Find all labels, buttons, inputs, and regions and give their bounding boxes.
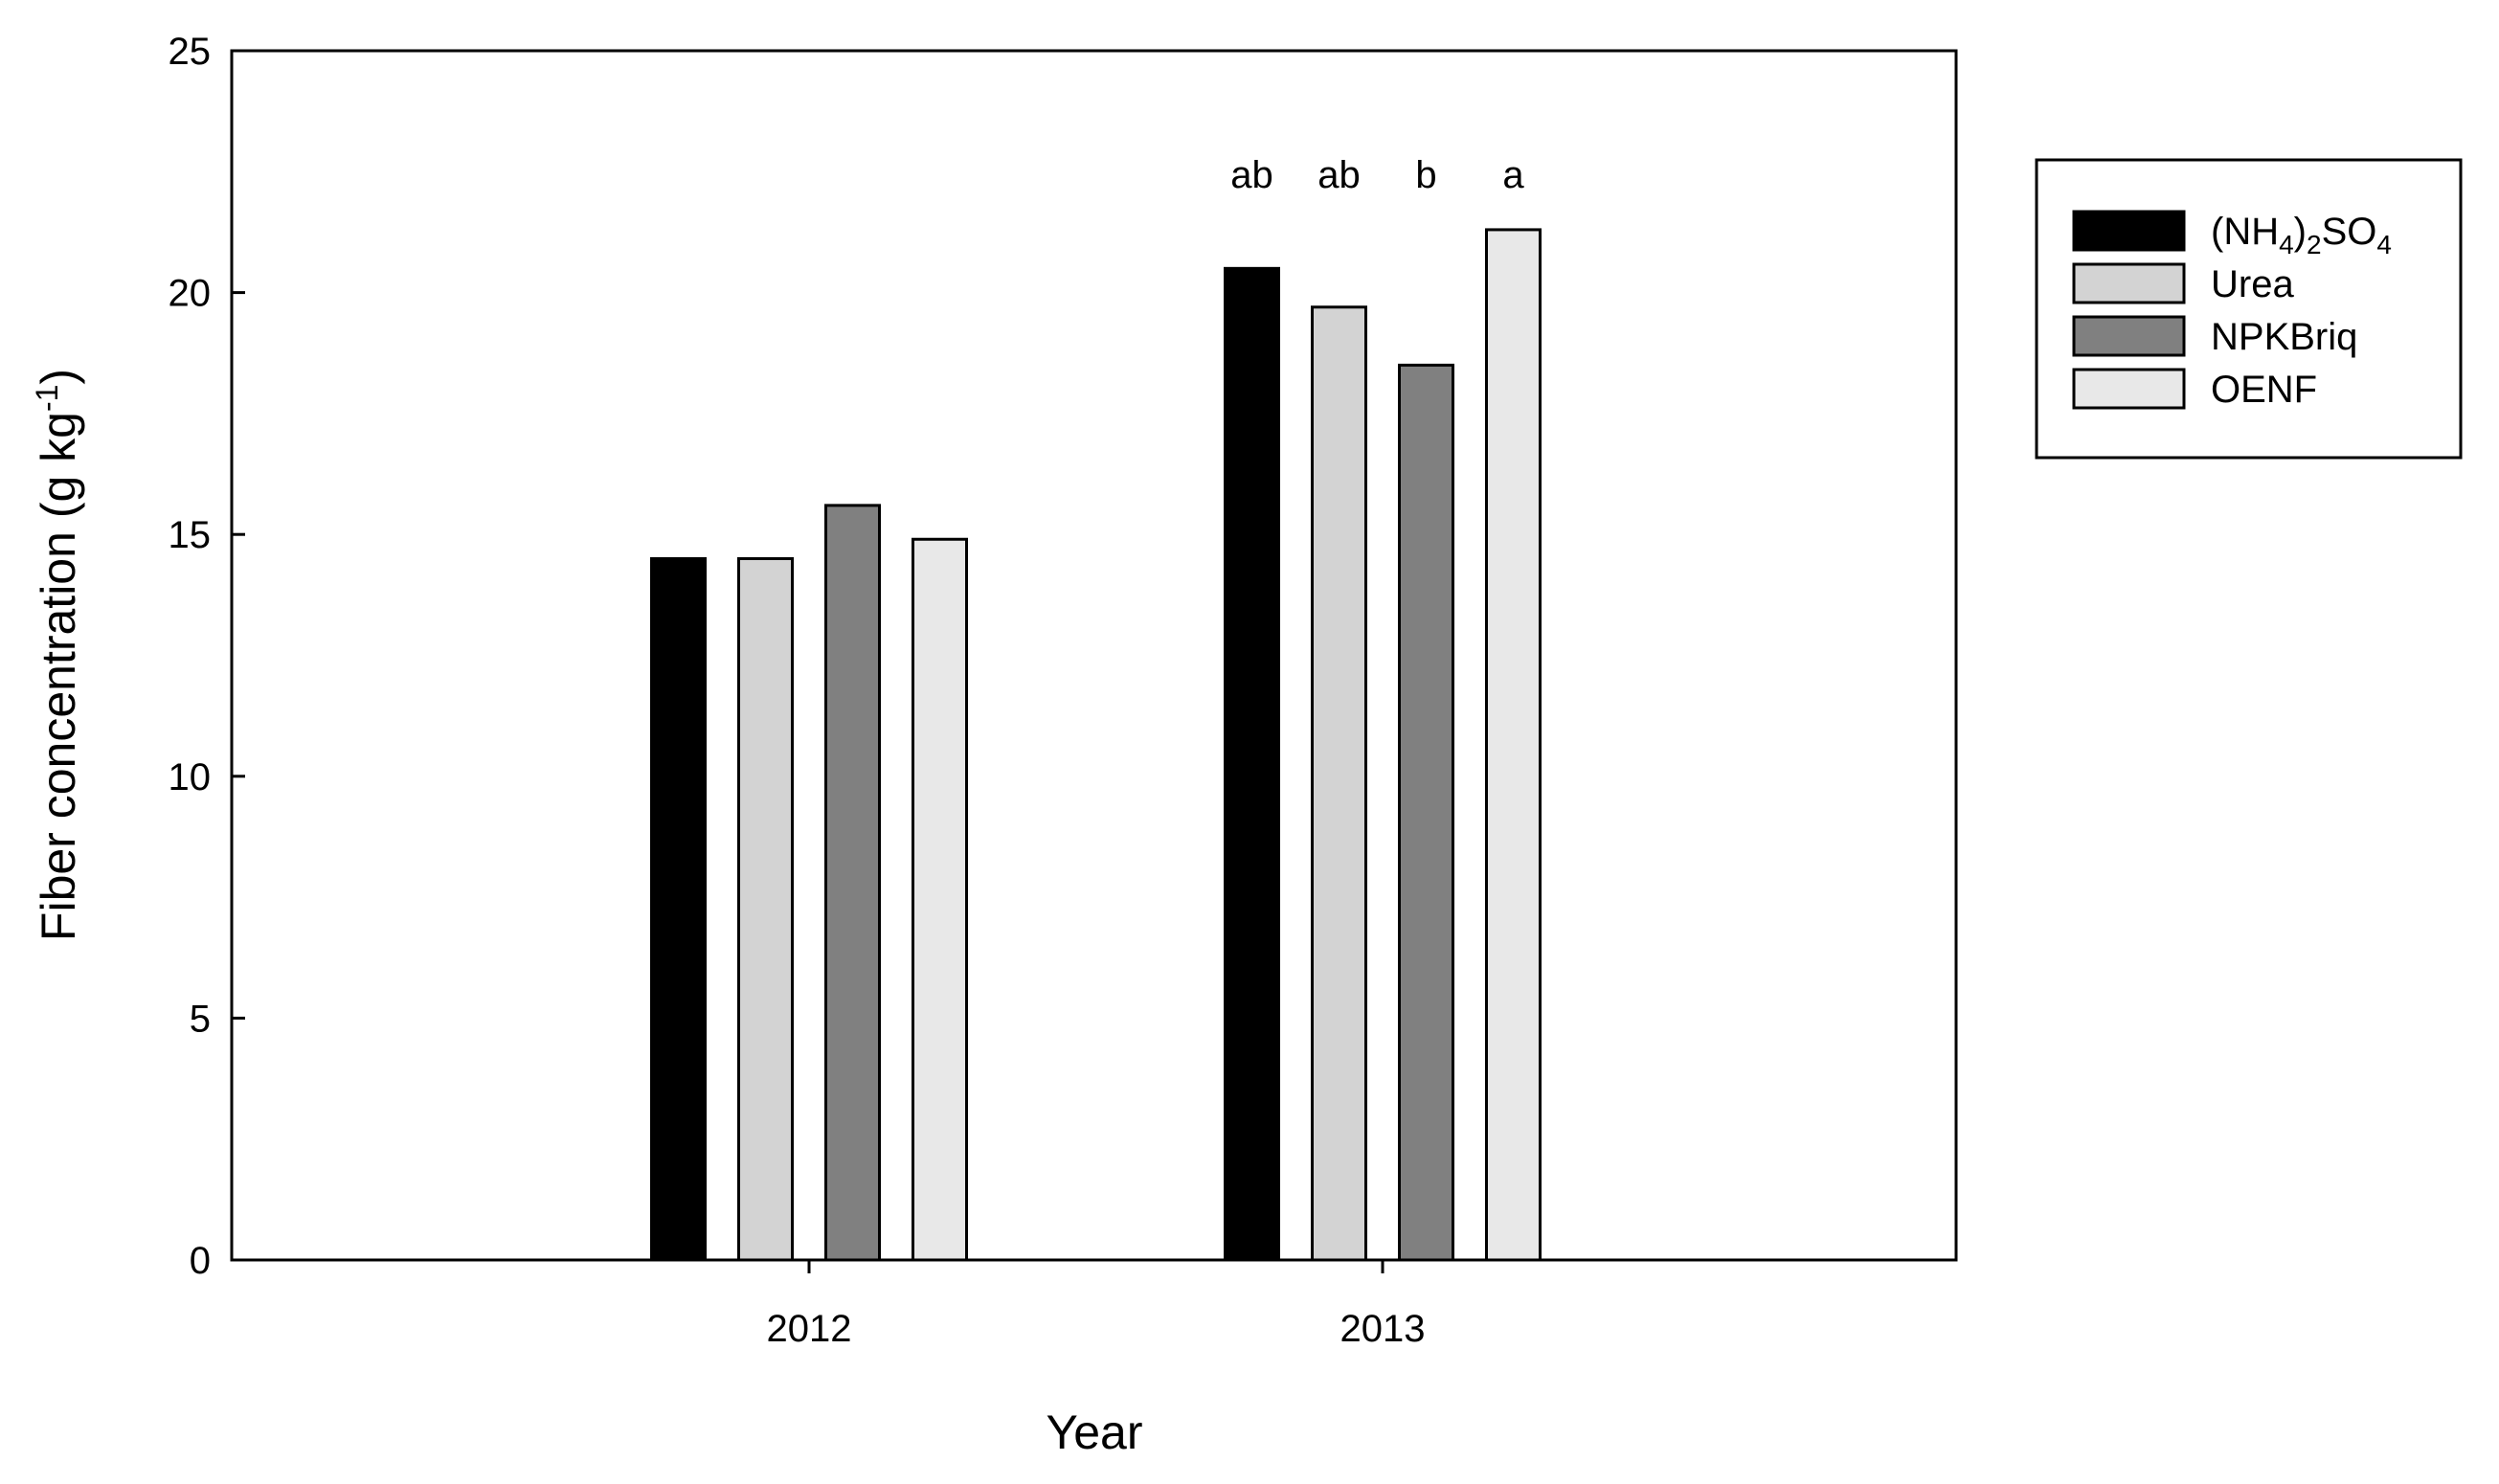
- legend-swatch: [2072, 262, 2186, 304]
- significance-letter: a: [1502, 154, 1524, 196]
- significance-letter: ab: [1230, 154, 1273, 196]
- bar: [650, 556, 707, 1262]
- y-tick-label: 10: [169, 756, 212, 798]
- legend-label: Urea: [2211, 263, 2294, 305]
- y-axis-title-superscript: -1: [30, 385, 64, 412]
- significance-letters: ab ab b a: [1230, 154, 1524, 196]
- y-tick-label: 0: [190, 1240, 211, 1282]
- legend-box: [2035, 158, 2463, 460]
- bar: [737, 556, 794, 1262]
- bar: [1485, 228, 1542, 1262]
- legend-label: OENF: [2211, 369, 2317, 411]
- legend-swatch: [2072, 315, 2186, 357]
- y-tick-label: 15: [169, 514, 212, 556]
- bar: [824, 504, 881, 1262]
- y-axis-title-text: Fiber concentration (g kg: [32, 412, 85, 941]
- bar: [1398, 363, 1454, 1262]
- plot-frame: [230, 49, 1958, 1262]
- x-axis: 2012 2013: [767, 1260, 1426, 1350]
- bar: [1224, 266, 1280, 1262]
- legend-label: (NH4)2SO4: [2211, 211, 2392, 259]
- bars-layer: [650, 228, 1542, 1262]
- y-tick-label: 25: [169, 31, 212, 73]
- y-axis: 0 5 10 15 20 25: [169, 31, 245, 1282]
- x-tick-label: 2012: [767, 1308, 852, 1350]
- y-axis-title: Fiber concentration (g kg-1): [30, 369, 85, 941]
- y-tick-label: 5: [190, 998, 211, 1040]
- x-axis-title: Year: [1046, 1405, 1142, 1459]
- legend-label: NPKBriq: [2211, 316, 2357, 358]
- x-tick-label: 2013: [1340, 1308, 1426, 1350]
- significance-letter: ab: [1317, 154, 1361, 196]
- legend-swatch: [2072, 368, 2186, 410]
- y-tick-label: 20: [169, 273, 212, 315]
- y-axis-title-close: ): [32, 369, 85, 385]
- significance-letter: b: [1415, 154, 1436, 196]
- bar: [1311, 305, 1367, 1262]
- legend-swatch: [2072, 210, 2186, 252]
- bar: [912, 537, 968, 1262]
